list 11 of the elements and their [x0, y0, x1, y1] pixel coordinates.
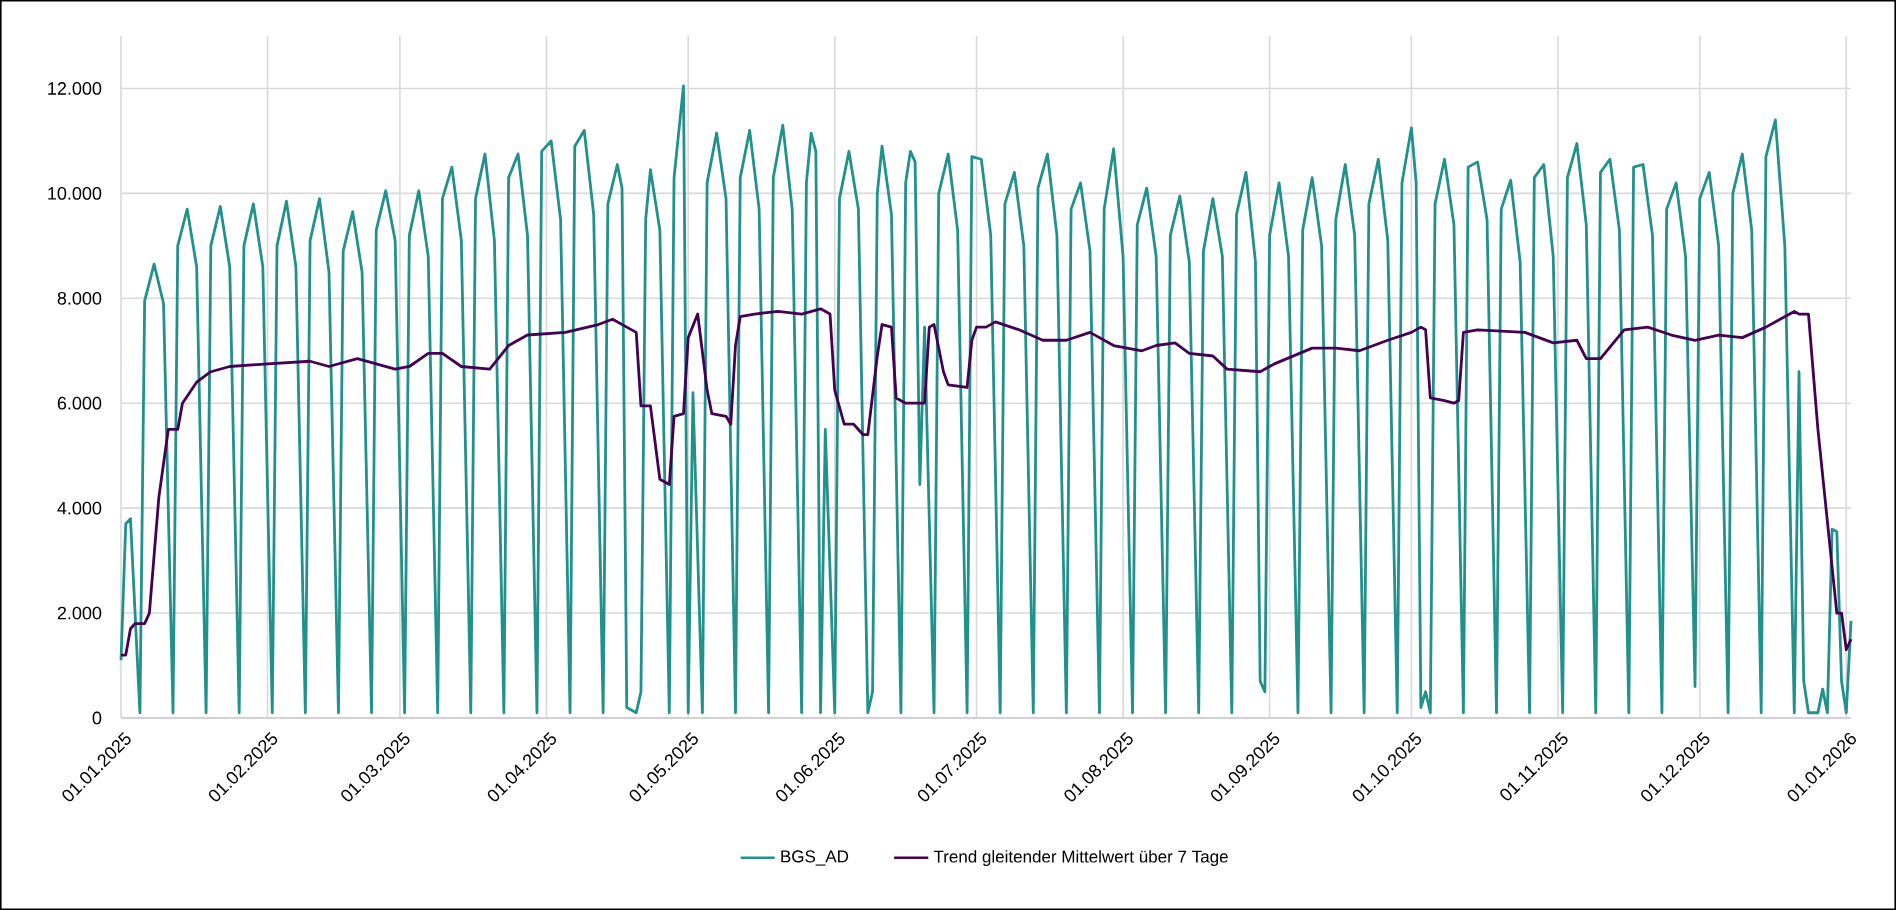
y-tick-label: 4.000	[57, 501, 102, 515]
line-series	[119, 307, 1853, 657]
y-tick-label: 6.000	[57, 396, 102, 410]
y-tick-label: 12.000	[48, 82, 102, 95]
legend-label: BGS_AD	[781, 850, 849, 866]
y-tick-label: 8.000	[57, 291, 102, 305]
y-tick-label: 0	[92, 711, 102, 725]
legend-label: Trend gleitender Mittelwert über 7 Tage	[933, 850, 1228, 866]
y-tick-label: 10.000	[48, 186, 102, 200]
line-series	[119, 84, 1853, 715]
y-tick-label: 2.000	[57, 606, 102, 620]
